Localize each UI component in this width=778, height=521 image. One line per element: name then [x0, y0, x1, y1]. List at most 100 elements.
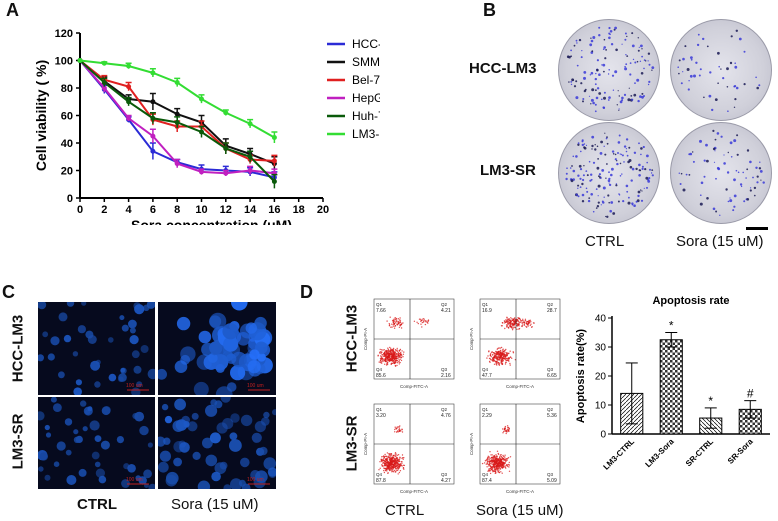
quadrant-value: 87.8 — [376, 478, 386, 484]
flow-event — [499, 454, 502, 456]
nucleus — [121, 479, 130, 488]
y-tick-label: 100 — [55, 56, 73, 68]
colony-dot — [706, 197, 709, 200]
bar-chart-apoptosis-rate: Apoptosis rate 0 10 20 30 40 Apoptosis rate(%)… — [575, 295, 770, 472]
flow-event — [400, 357, 402, 359]
colony-dot — [603, 91, 606, 94]
colony-dot — [703, 175, 706, 178]
colony-dot — [604, 132, 606, 134]
flow-event — [394, 428, 396, 431]
colony-dot — [578, 164, 582, 168]
colony-dot — [607, 99, 610, 101]
flow-event — [387, 358, 389, 360]
colony-dot — [590, 193, 593, 196]
flow-event — [486, 357, 488, 359]
nucleus — [251, 432, 262, 443]
flow-event — [388, 464, 390, 467]
flow-event — [508, 352, 510, 354]
nucleus — [50, 336, 60, 346]
colony-dot — [629, 165, 633, 169]
flow-event — [401, 462, 403, 464]
flow-event — [509, 356, 512, 358]
flow-event — [394, 426, 396, 428]
colony-dot — [611, 167, 614, 171]
colony-dot — [705, 143, 708, 147]
nucleus — [89, 420, 100, 431]
flow-event — [390, 348, 392, 351]
x-tick-label: 6 — [150, 204, 156, 216]
colony-dot — [641, 55, 643, 58]
flow-event — [488, 469, 490, 471]
flow-event — [505, 348, 507, 351]
flow-event — [379, 360, 382, 362]
colony-dot — [605, 177, 607, 179]
flow-event — [386, 459, 388, 462]
flow-event — [499, 350, 501, 352]
data-point-lm3-sr — [271, 135, 277, 140]
colony-dot — [640, 44, 643, 48]
flow-event — [394, 351, 396, 353]
flow-event — [519, 318, 521, 320]
flow-event — [402, 356, 404, 358]
colony-dot — [624, 65, 626, 68]
nucleus — [226, 353, 237, 364]
y-tick-label: 0 — [600, 430, 606, 441]
flow-event — [504, 462, 506, 464]
nucleus — [64, 418, 73, 426]
nucleus — [230, 413, 240, 423]
flow-x-axis-title: Comp-FITC-A — [400, 384, 428, 389]
nucleus — [192, 451, 201, 460]
colony-dot — [571, 165, 573, 167]
nucleus — [56, 441, 66, 451]
bar-lm3-sora — [659, 339, 683, 435]
flow-event — [394, 325, 397, 327]
flow-event — [492, 471, 494, 473]
nucleus — [132, 413, 139, 419]
flow-event — [387, 472, 389, 474]
colony-dot — [730, 156, 733, 158]
colony-dot — [624, 38, 627, 41]
flow-event — [403, 457, 405, 459]
nucleus — [230, 478, 243, 489]
data-point-hepg2 — [150, 133, 156, 139]
nucleus — [98, 475, 107, 484]
colony-dot — [706, 45, 709, 48]
colony-dot — [720, 68, 722, 70]
colony-dot — [592, 36, 596, 39]
colony-dot — [575, 96, 579, 100]
nucleus — [272, 409, 276, 416]
nucleus — [94, 435, 102, 442]
colony-dot — [733, 194, 737, 198]
flow-event — [505, 324, 508, 326]
flow-event — [492, 469, 494, 472]
flow-event — [385, 357, 388, 359]
quadrant-label: Q3 — [441, 472, 448, 477]
flow-event — [398, 361, 400, 363]
nuclei-layer — [158, 302, 273, 395]
flow-event — [391, 456, 394, 458]
colony-dot — [639, 95, 642, 98]
flow-event — [529, 324, 531, 327]
flow-event — [389, 357, 391, 359]
colony-dot — [732, 209, 735, 212]
nuclei-layer — [158, 397, 276, 489]
colony-dot — [573, 44, 576, 47]
flow-event — [508, 470, 511, 472]
flow-event — [517, 324, 520, 326]
quadrant-label: Q1 — [482, 302, 489, 307]
flow-event — [389, 459, 391, 462]
colony-dot — [605, 215, 607, 218]
quadrant-value: 3.20 — [376, 413, 386, 419]
nucleus — [121, 324, 129, 332]
colony-dot — [618, 134, 621, 137]
flow-event — [384, 463, 386, 465]
colony-dot — [585, 144, 588, 146]
colony-dot — [595, 207, 598, 209]
colony-dot — [617, 141, 621, 144]
flow-event — [500, 362, 502, 364]
flow-event — [397, 469, 399, 472]
flow-event — [491, 354, 494, 356]
colony-dot — [596, 205, 600, 208]
x-tick-label-lm3-ctrl: LM3-CTRL — [602, 437, 637, 472]
flow-event — [397, 318, 399, 320]
